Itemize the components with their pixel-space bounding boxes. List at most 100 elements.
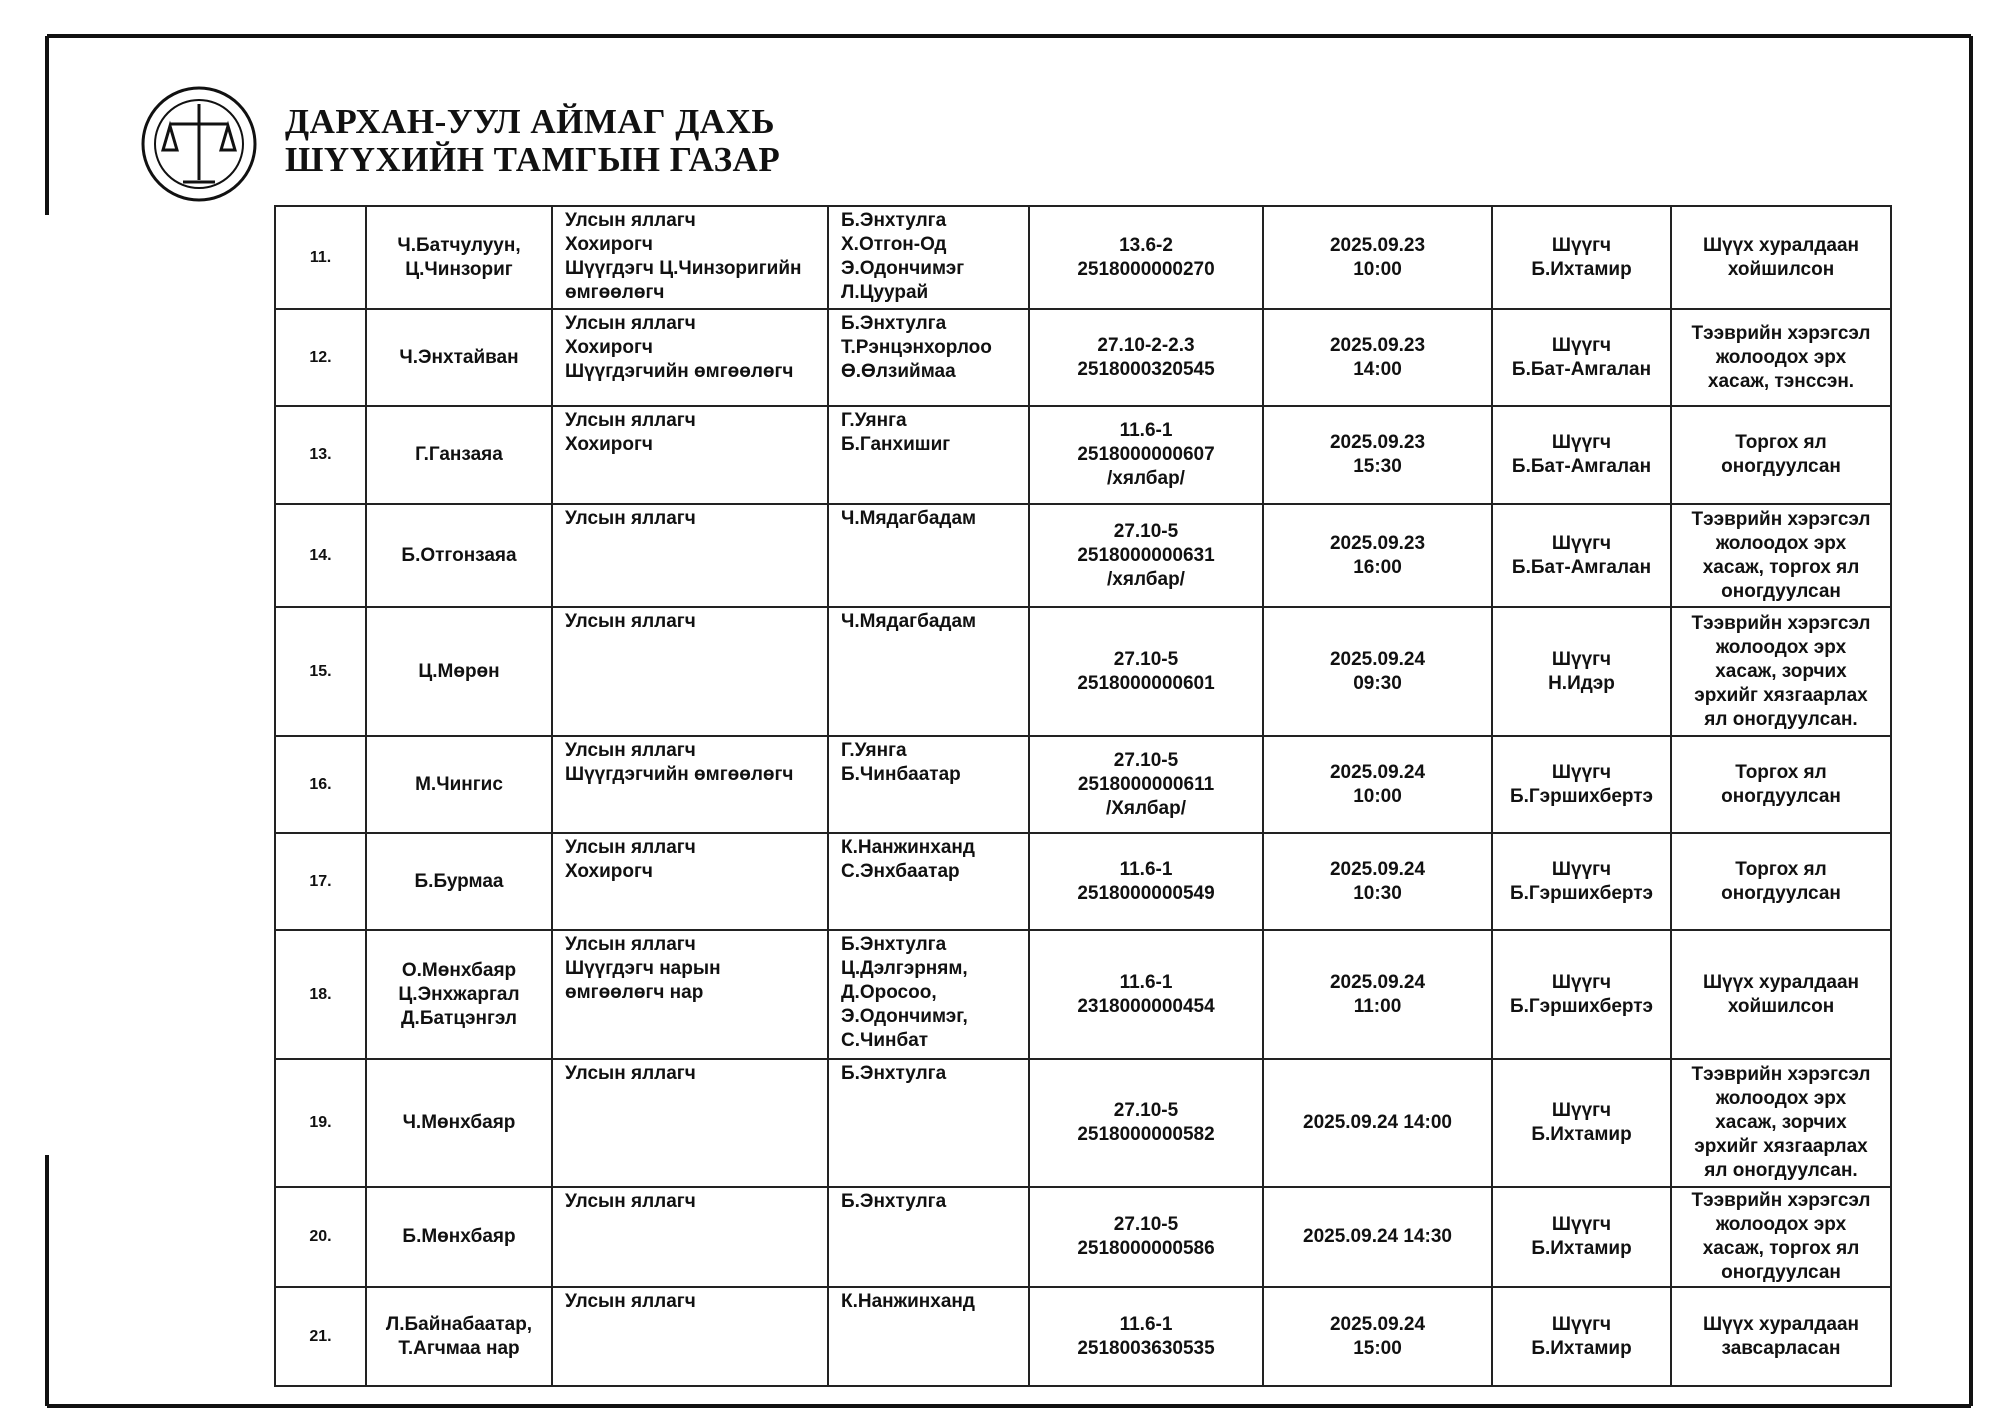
header-title: ШҮҮХИЙН ТАМГЫН ГАЗАР [285, 140, 781, 179]
row-number: 17. [274, 832, 367, 931]
table-row: 18. О.Мөнхбаяр Ц.Энхжаргал Д.Батцэнгэл Улс… [274, 929, 1892, 1060]
judge: Шүүгч Б.Бат-Амгалан [1491, 405, 1672, 505]
row-number: 11. [274, 205, 367, 310]
case-code: 11.6-1 2318000000454 [1028, 929, 1264, 1060]
result: Торгох ял оногдуулсан [1670, 405, 1892, 505]
defendant: Г.Ганзаяа [365, 405, 553, 505]
parties: Улсын яллагч Шүүгдэгчийн өмгөөлөгч [551, 735, 829, 834]
row-number: 14. [274, 503, 367, 608]
hearing-time: 2025.09.24 14:00 [1262, 1058, 1493, 1188]
judge: Шүүгч Б.Ихтамир [1491, 1186, 1672, 1288]
participants: Ч.Мядагбадам [827, 606, 1030, 737]
participants: К.Нанжинханд [827, 1286, 1030, 1387]
judge: Шүүгч Б.Ихтамир [1491, 1058, 1672, 1188]
result: Тээврийн хэрэгсэл жолоодох эрх хасаж, то… [1670, 503, 1892, 608]
table-row: 12. Ч.Энхтайван Улсын яллагч Хохирогч Шүүг… [274, 308, 1892, 407]
hearing-time: 2025.09.24 10:00 [1262, 735, 1493, 834]
defendant: М.Чингис [365, 735, 553, 834]
parties: Улсын яллагч [551, 503, 829, 608]
judge: Шүүгч Б.Гэршихбертэ [1491, 735, 1672, 834]
participants: К.Нанжинханд С.Энхбаатар [827, 832, 1030, 931]
case-code: 27.10-5 2518000000611 /Хялбар/ [1028, 735, 1264, 834]
participants: Б.Энхтулга [827, 1058, 1030, 1188]
judge: Шүүгч Б.Бат-Амгалан [1491, 503, 1672, 608]
judge: Шүүгч Б.Гэршихбертэ [1491, 929, 1672, 1060]
row-number: 20. [274, 1186, 367, 1288]
table-row: 21. Л.Байнабаатар, Т.Агчмаа нар Улсын ялла… [274, 1286, 1892, 1387]
header-title: ДАРХАН-УУЛ АЙМАГ ДАХЬ [285, 102, 775, 141]
case-code: 13.6-2 2518000000270 [1028, 205, 1264, 310]
parties: Улсын яллагч Хохирогч Шүүгдэгчийн өмгөөл… [551, 308, 829, 407]
defendant: О.Мөнхбаяр Ц.Энхжаргал Д.Батцэнгэл [365, 929, 553, 1060]
defendant: Ч.Энхтайван [365, 308, 553, 407]
hearing-time: 2025.09.24 11:00 [1262, 929, 1493, 1060]
result: Шүүх хуралдаан завсарласан [1670, 1286, 1892, 1387]
row-number: 15. [274, 606, 367, 737]
case-code: 27.10-5 2518000000601 [1028, 606, 1264, 737]
participants: Б.Энхтулга Т.Рэнцэнхорлоо Ө.Өлзиймаа [827, 308, 1030, 407]
defendant: Л.Байнабаатар, Т.Агчмаа нар [365, 1286, 553, 1387]
parties: Улсын яллагч Хохирогч [551, 832, 829, 931]
parties: Улсын яллагч [551, 1286, 829, 1387]
result: Тээврийн хэрэгсэл жолоодох эрх хасаж, тэ… [1670, 308, 1892, 407]
table-row: 16. М.Чингис Улсын яллагч Шүүгдэгчийн өмгө… [274, 735, 1892, 834]
parties: Улсын яллагч [551, 1058, 829, 1188]
hearing-time: 2025.09.24 14:30 [1262, 1186, 1493, 1288]
defendant: Б.Отгонзаяа [365, 503, 553, 608]
row-number: 21. [274, 1286, 367, 1387]
row-number: 18. [274, 929, 367, 1060]
participants: Г.Уянга Б.Ганхишиг [827, 405, 1030, 505]
result: Торгох ял оногдуулсан [1670, 832, 1892, 931]
case-code: 27.10-5 2518000000582 [1028, 1058, 1264, 1188]
participants: Б.Энхтулга Х.Отгон-Од Э.Одончимэг Л.Цуур… [827, 205, 1030, 310]
result: Тээврийн хэрэгсэл жолоодох эрх хасаж, зо… [1670, 606, 1892, 737]
schedule-table: 11. Ч.Батчулуун, Ц.Чинзориг Улсын яллагч Х… [274, 205, 1892, 1387]
result: Тээврийн хэрэгсэл жолоодох эрх хасаж, то… [1670, 1186, 1892, 1288]
parties: Улсын яллагч [551, 1186, 829, 1288]
table-row: 13. Г.Ганзаяа Улсын яллагч Хохирогч Г.Уянга… [274, 405, 1892, 505]
row-number: 16. [274, 735, 367, 834]
hearing-time: 2025.09.24 15:00 [1262, 1286, 1493, 1387]
hearing-time: 2025.09.23 10:00 [1262, 205, 1493, 310]
participants: Б.Энхтулга Ц.Дэлгэрням, Д.Оросоо, Э.Одон… [827, 929, 1030, 1060]
parties: Улсын яллагч Хохирогч Шүүгдэгч Ц.Чинзори… [551, 205, 829, 310]
case-code: 27.10-2-2.3 2518000320545 [1028, 308, 1264, 407]
judge: Шүүгч Б.Бат-Амгалан [1491, 308, 1672, 407]
judge: Шүүгч Н.Идэр [1491, 606, 1672, 737]
hearing-time: 2025.09.24 10:30 [1262, 832, 1493, 931]
participants: Б.Энхтулга [827, 1186, 1030, 1288]
participants: Ч.Мядагбадам [827, 503, 1030, 608]
table-row: 15. Ц.Мөрөн Улсын яллагч Ч.Мядагбадам 27.10-… [274, 606, 1892, 737]
table-row: 11. Ч.Батчулуун, Ц.Чинзориг Улсын яллагч Х… [274, 205, 1892, 310]
defendant: Ц.Мөрөн [365, 606, 553, 737]
row-number: 12. [274, 308, 367, 407]
case-code: 27.10-5 2518000000586 [1028, 1186, 1264, 1288]
row-number: 13. [274, 405, 367, 505]
result: Шүүх хуралдаан хойшилсон [1670, 205, 1892, 310]
defendant: Б.Мөнхбаяр [365, 1186, 553, 1288]
case-code: 11.6-1 2518003630535 [1028, 1286, 1264, 1387]
defendant: Б.Бурмаа [365, 832, 553, 931]
case-code: 11.6-1 2518000000607 /хялбар/ [1028, 405, 1264, 505]
hearing-time: 2025.09.24 09:30 [1262, 606, 1493, 737]
judge: Шүүгч Б.Гэршихбертэ [1491, 832, 1672, 931]
parties: Улсын яллагч Шүүгдэгч нарын өмгөөлөгч на… [551, 929, 829, 1060]
case-code: 11.6-1 2518000000549 [1028, 832, 1264, 931]
judge: Шүүгч Б.Ихтамир [1491, 205, 1672, 310]
table-row: 17. Б.Бурмаа Улсын яллагч Хохирогч К.Нанжин… [274, 832, 1892, 931]
row-number: 19. [274, 1058, 367, 1188]
hearing-time: 2025.09.23 15:30 [1262, 405, 1493, 505]
table-row: 20. Б.Мөнхбаяр Улсын яллагч Б.Энхтулга 27.10… [274, 1186, 1892, 1288]
participants: Г.Уянга Б.Чинбаатар [827, 735, 1030, 834]
judge: Шүүгч Б.Ихтамир [1491, 1286, 1672, 1387]
case-code: 27.10-5 2518000000631 /хялбар/ [1028, 503, 1264, 608]
hearing-time: 2025.09.23 16:00 [1262, 503, 1493, 608]
defendant: Ч.Мөнхбаяр [365, 1058, 553, 1188]
hearing-time: 2025.09.23 14:00 [1262, 308, 1493, 407]
result: Тээврийн хэрэгсэл жолоодох эрх хасаж, зо… [1670, 1058, 1892, 1188]
table-row: 14. Б.Отгонзаяа Улсын яллагч Ч.Мядагбадам 27… [274, 503, 1892, 608]
table-row: 19. Ч.Мөнхбаяр Улсын яллагч Б.Энхтулга 27.10… [274, 1058, 1892, 1188]
result: Шүүх хуралдаан хойшилсон [1670, 929, 1892, 1060]
